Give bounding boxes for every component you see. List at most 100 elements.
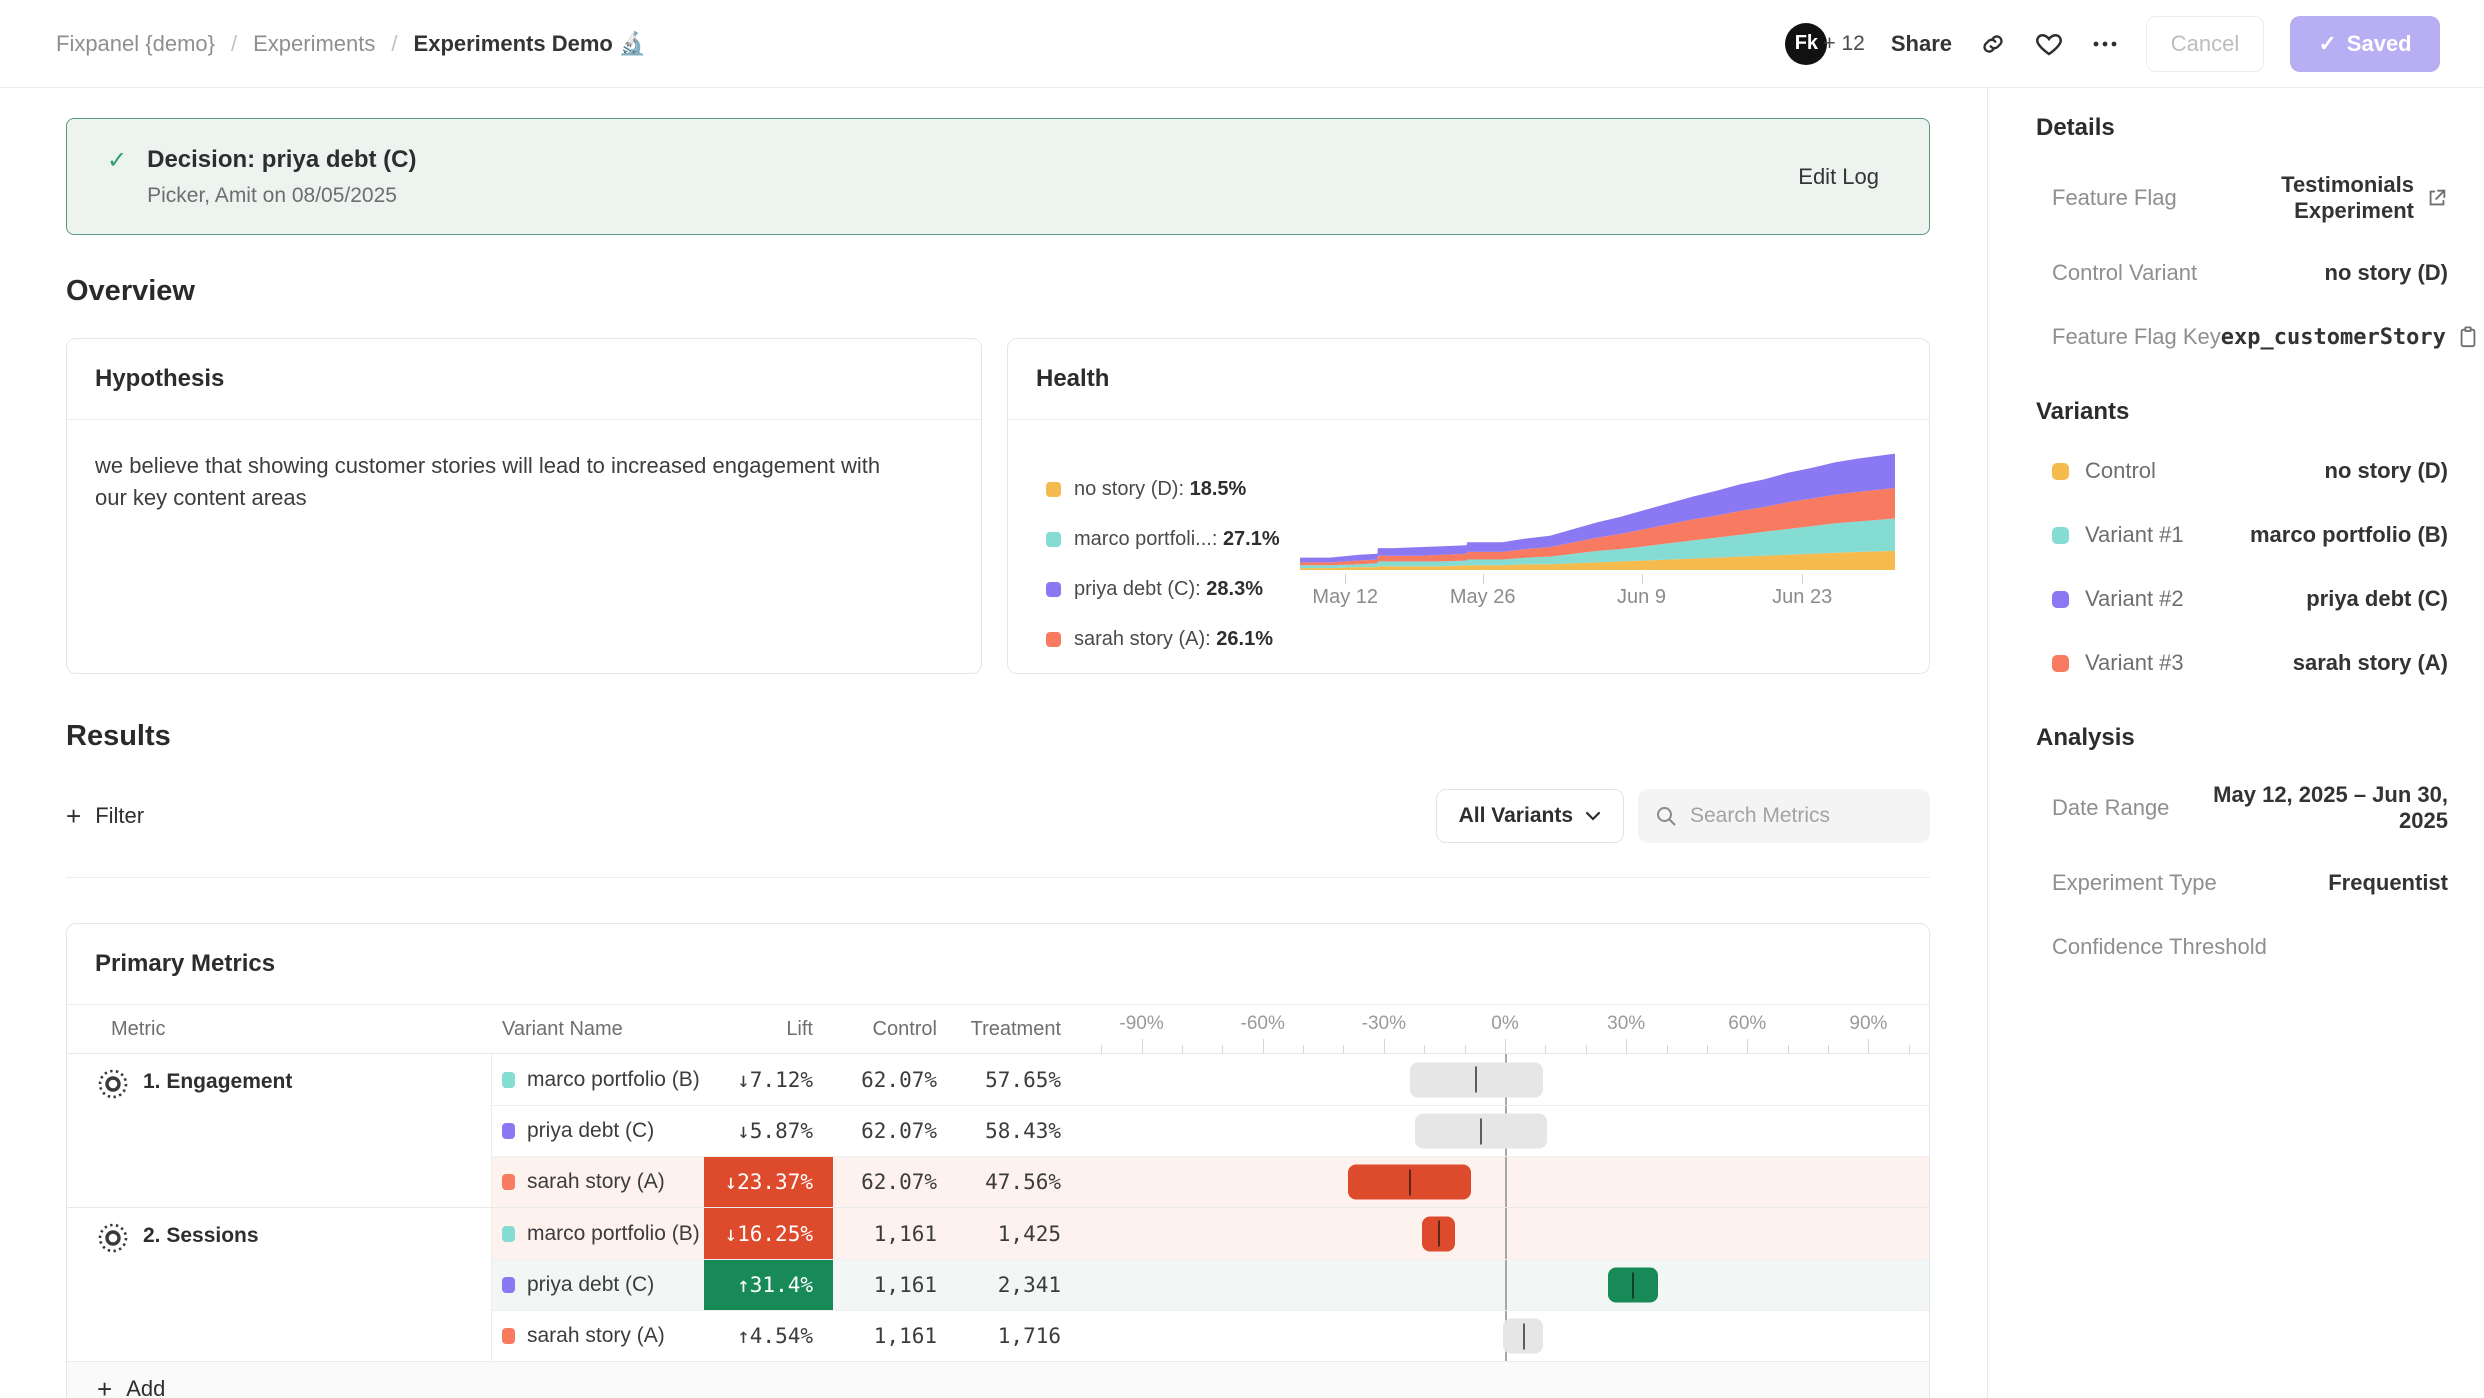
chevron-down-icon bbox=[1585, 811, 1601, 821]
breadcrumb-experiments[interactable]: Experiments bbox=[253, 30, 376, 56]
external-link-icon[interactable] bbox=[2426, 187, 2448, 209]
cancel-button[interactable]: Cancel bbox=[2146, 15, 2264, 72]
favorite-heart-icon[interactable] bbox=[2034, 29, 2064, 59]
add-filter-button[interactable]: + Filter bbox=[66, 801, 145, 831]
variant-swatch bbox=[502, 1123, 515, 1139]
search-metrics-box[interactable] bbox=[1638, 789, 1930, 843]
metric-name[interactable]: 1. Engagement bbox=[143, 1070, 293, 1093]
treatment-cell: 1,716 bbox=[997, 1324, 1061, 1348]
search-metrics-input[interactable] bbox=[1690, 804, 1914, 828]
health-x-axis: May 12 May 26 Jun 9 Jun 23 bbox=[1300, 574, 1895, 608]
treatment-cell: 47.56% bbox=[985, 1170, 1061, 1194]
variant-swatch bbox=[502, 1225, 515, 1242]
main-content: ✓ Decision: priya debt (C) Picker, Amit … bbox=[0, 88, 1987, 1398]
confidence-interval-cell bbox=[1081, 1260, 1929, 1310]
lift-cell: ↑31.4% bbox=[704, 1260, 833, 1310]
metric-name[interactable]: 2. Sessions bbox=[143, 1224, 259, 1247]
variant-name-cell: priya debt (C) bbox=[492, 1119, 704, 1143]
area-series-priya-debt-C- bbox=[1300, 453, 1895, 563]
plus-icon: + bbox=[97, 1373, 113, 1398]
col-metric: Metric bbox=[111, 1017, 166, 1040]
ci-median-line bbox=[1479, 1118, 1482, 1144]
health-card: Health no story (D): 18.5% marco portfol… bbox=[1007, 338, 1930, 674]
edit-log-button[interactable]: Edit Log bbox=[1798, 163, 1879, 189]
confidence-interval-bar bbox=[1347, 1164, 1471, 1200]
experiment-type-value: Frequentist bbox=[2328, 870, 2448, 895]
confidence-interval-bar bbox=[1421, 1216, 1456, 1251]
share-button[interactable]: Share bbox=[1890, 30, 1952, 56]
col-treatment: Treatment bbox=[970, 1017, 1061, 1040]
metric-variant-row[interactable]: marco portfolio (B) ↓16.25% 1,161 1,425 bbox=[492, 1208, 1929, 1259]
control-cell: 62.07% bbox=[861, 1119, 937, 1143]
legend-swatch bbox=[1046, 482, 1061, 497]
ci-median-line bbox=[1522, 1323, 1525, 1349]
metric-group: 1. Engagement marco portfolio (B) ↓7.12%… bbox=[67, 1053, 1929, 1207]
saved-button[interactable]: ✓ Saved bbox=[2290, 15, 2440, 72]
variant-row: Variant #2 priya debt (C) bbox=[2052, 584, 2448, 614]
legend-item[interactable]: marco portfoli...: 27.1% bbox=[1046, 528, 1300, 551]
zero-line bbox=[1505, 1157, 1507, 1207]
avatar[interactable]: Fk bbox=[1785, 22, 1828, 65]
experiment-type-row: Experiment Type Frequentist bbox=[2052, 870, 2448, 895]
hypothesis-title: Hypothesis bbox=[67, 339, 981, 420]
legend-swatch bbox=[1046, 582, 1061, 597]
control-cell: 1,161 bbox=[873, 1221, 937, 1246]
ci-axis-label: 90% bbox=[1849, 1013, 1888, 1034]
variant-color-swatch bbox=[2052, 654, 2069, 672]
variant-swatch bbox=[502, 1328, 515, 1344]
health-area-chart: May 12 May 26 Jun 9 Jun 23 bbox=[1300, 446, 1895, 651]
clipboard-icon[interactable] bbox=[2458, 326, 2478, 348]
treatment-cell: 2,341 bbox=[997, 1273, 1061, 1297]
feature-flag-key-value: exp_customerStory bbox=[2220, 324, 2446, 350]
ci-median-line bbox=[1409, 1169, 1412, 1195]
metric-variant-row[interactable]: priya debt (C) ↓5.87% 62.07% 58.43% bbox=[492, 1105, 1929, 1156]
legend-item[interactable]: no story (D): 18.5% bbox=[1046, 478, 1300, 501]
details-sidebar: Details Feature Flag Testimonials Experi… bbox=[1987, 88, 2484, 1398]
more-options-icon[interactable] bbox=[2090, 29, 2120, 59]
variant-color-swatch bbox=[2052, 462, 2069, 480]
health-title: Health bbox=[1008, 339, 1929, 420]
metric-variant-row[interactable]: sarah story (A) ↓23.37% 62.07% 47.56% bbox=[492, 1156, 1929, 1207]
control-variant-value: no story (D) bbox=[2324, 260, 2448, 285]
legend-item[interactable]: priya debt (C): 28.3% bbox=[1046, 578, 1300, 601]
confidence-interval-bar bbox=[1502, 1318, 1544, 1354]
results-heading: Results bbox=[66, 720, 171, 752]
variant-color-swatch bbox=[2052, 526, 2069, 544]
confidence-interval-axis: -90% -60% -30% 0% 30% 60% 90% bbox=[1081, 1005, 1929, 1053]
treatment-cell: 58.43% bbox=[985, 1119, 1061, 1143]
breadcrumb-separator: / bbox=[391, 30, 398, 56]
confidence-interval-cell bbox=[1081, 1208, 1929, 1259]
analysis-section-title: Analysis bbox=[2036, 724, 2135, 751]
metric-variant-row[interactable]: marco portfolio (B) ↓7.12% 62.07% 57.65% bbox=[492, 1054, 1929, 1105]
confidence-interval-bar bbox=[1414, 1113, 1547, 1149]
treatment-cell: 57.65% bbox=[985, 1067, 1061, 1092]
health-legend: no story (D): 18.5% marco portfoli...: 2… bbox=[1046, 446, 1300, 651]
metric-variant-row[interactable]: sarah story (A) ↑4.54% 1,161 1,716 bbox=[492, 1310, 1929, 1361]
breadcrumb-project[interactable]: Fixpanel {demo} bbox=[56, 30, 215, 56]
primary-metrics-title: Primary Metrics bbox=[67, 924, 1929, 1005]
area-series-no-story-D- bbox=[1300, 550, 1895, 570]
variant-row: Variant #1 marco portfolio (B) bbox=[2052, 520, 2448, 550]
x-axis-label: May 12 bbox=[1312, 586, 1379, 608]
date-range-row: Date Range May 12, 2025 – Jun 30, 2025 bbox=[2052, 782, 2448, 833]
variant-name-cell: marco portfolio (B) bbox=[492, 1222, 704, 1246]
add-metric-button[interactable]: + Add bbox=[67, 1361, 1929, 1398]
legend-item[interactable]: sarah story (A): 26.1% bbox=[1046, 628, 1300, 651]
top-header: Fixpanel {demo} / Experiments / Experime… bbox=[0, 0, 2484, 88]
zero-line bbox=[1505, 1208, 1507, 1259]
collaborators-count[interactable]: + 12 bbox=[1823, 31, 1865, 55]
ci-axis-label: 30% bbox=[1607, 1013, 1646, 1034]
control-cell: 1,161 bbox=[873, 1324, 937, 1348]
confidence-threshold-row: Confidence Threshold bbox=[2052, 934, 2267, 959]
copy-link-icon[interactable] bbox=[1978, 29, 2008, 59]
control-cell: 62.07% bbox=[861, 1067, 937, 1092]
variants-dropdown[interactable]: All Variants bbox=[1435, 789, 1624, 843]
feature-flag-value[interactable]: Testimonials Experiment bbox=[2281, 172, 2414, 223]
col-control: Control bbox=[872, 1017, 937, 1040]
confidence-interval-cell bbox=[1081, 1106, 1929, 1156]
ci-axis-label: -90% bbox=[1119, 1013, 1164, 1034]
ci-median-line bbox=[1474, 1066, 1477, 1093]
metric-variant-row[interactable]: priya debt (C) ↑31.4% 1,161 2,341 bbox=[492, 1259, 1929, 1310]
overview-heading: Overview bbox=[66, 275, 195, 307]
ci-axis-label: -60% bbox=[1240, 1013, 1285, 1034]
